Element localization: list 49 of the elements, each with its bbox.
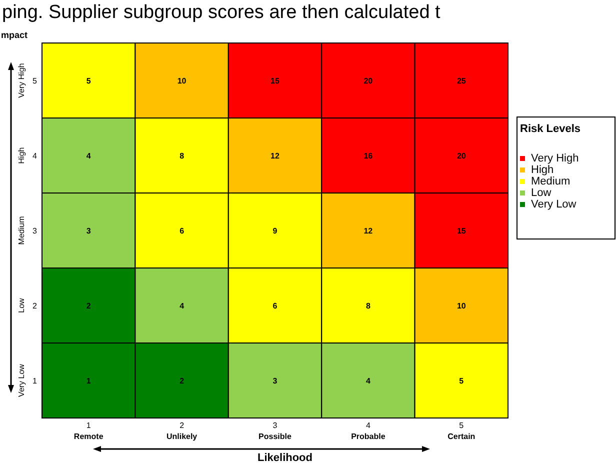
y2-tick-label: Low bbox=[17, 298, 26, 313]
data-label: 9 bbox=[272, 226, 278, 236]
x-axis-title: Likelihood bbox=[258, 452, 312, 463]
data-label: 2 bbox=[180, 376, 185, 386]
y2-tick-label: Very High bbox=[17, 63, 26, 98]
legend-label: Very High bbox=[531, 152, 579, 164]
y-tick-label: 4 bbox=[32, 151, 38, 160]
data-label: 16 bbox=[364, 151, 374, 160]
data-label: 3 bbox=[86, 226, 92, 236]
legend-label: Low bbox=[531, 187, 552, 199]
y-tick-label: 3 bbox=[32, 226, 38, 236]
x-tick-label: 5 Certain bbox=[448, 421, 476, 441]
data-label: 15 bbox=[270, 76, 280, 86]
data-label: 12 bbox=[364, 226, 374, 236]
x-tick-label: 1 Remote bbox=[74, 421, 104, 441]
x-tick-label: 2 Unlikely bbox=[166, 421, 198, 441]
legend-title: Risk Levels bbox=[520, 123, 581, 135]
data-label: 12 bbox=[270, 151, 280, 160]
data-label: 5 bbox=[86, 76, 92, 86]
data-label: 6 bbox=[272, 301, 278, 310]
data-label: 8 bbox=[366, 301, 371, 310]
legend-label: High bbox=[531, 164, 554, 176]
text: ping. Supplier subgroup scores are then calculated t bbox=[2, 2, 442, 23]
y-tick-label: 1 bbox=[32, 376, 38, 386]
y2-tick-label: Medium bbox=[17, 216, 26, 245]
data-label: 2 bbox=[86, 301, 92, 310]
y2-tick-label: High bbox=[17, 147, 26, 164]
data-label: 4 bbox=[86, 151, 92, 160]
data-label: 6 bbox=[180, 226, 185, 236]
data-label: 4 bbox=[180, 301, 185, 310]
data-label: 20 bbox=[456, 151, 466, 160]
legend-label: Medium bbox=[531, 176, 570, 188]
x-tick-label: 3 Possible bbox=[258, 421, 292, 441]
data-label: 8 bbox=[180, 151, 185, 160]
data-label: 10 bbox=[456, 301, 466, 310]
data-label: 4 bbox=[366, 376, 371, 386]
data-label: 1 bbox=[86, 376, 92, 386]
data-label: 25 bbox=[456, 76, 466, 86]
data-label: 5 bbox=[459, 376, 464, 386]
y2-tick-label: Very Low bbox=[17, 364, 26, 397]
y-tick-label: 2 bbox=[32, 301, 38, 310]
data-label: 15 bbox=[456, 226, 466, 236]
data-label: 20 bbox=[364, 76, 374, 86]
data-label: 3 bbox=[272, 376, 278, 386]
data-label: 10 bbox=[177, 76, 187, 86]
y-axis-title: mpact bbox=[1, 30, 28, 40]
y-tick-label: 5 bbox=[32, 76, 38, 86]
x-tick-label: 4 Probable bbox=[351, 421, 386, 441]
legend-label: Very Low bbox=[531, 198, 576, 210]
